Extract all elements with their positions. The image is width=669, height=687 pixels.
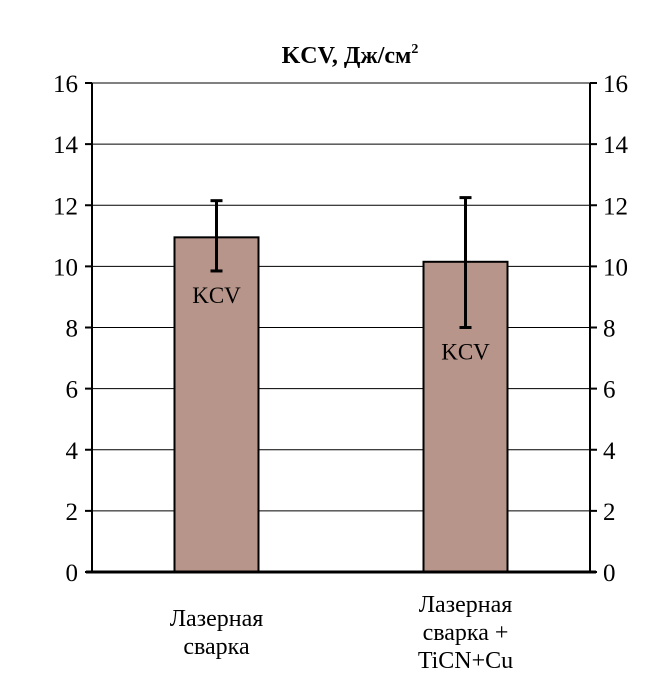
y-axis-tick-labels-right: 0 2 4 6 8 10 12 14 16 <box>603 71 629 587</box>
error-bars <box>210 196 472 329</box>
y-tick-label-left: 8 <box>66 316 79 343</box>
y-tick-label-right: 14 <box>603 132 629 159</box>
y-tick-label-right: 6 <box>603 377 616 404</box>
y-tick-label-left: 2 <box>66 499 79 526</box>
y-tick-label-right: 16 <box>603 71 628 98</box>
y-tick-label-right: 0 <box>603 560 616 587</box>
category-label: Лазерная сварка <box>170 606 264 660</box>
y-tick-label-left: 14 <box>53 132 79 159</box>
y-tick-label-right: 2 <box>603 499 616 526</box>
y-tick-label-left: 4 <box>66 438 79 465</box>
data-labels: KCV KCV <box>192 283 490 365</box>
error-bar <box>210 199 223 273</box>
y-axis-tick-labels-left: 0 2 4 6 8 10 12 14 16 <box>53 71 79 587</box>
error-bar <box>459 196 472 329</box>
y-tick-label-left: 10 <box>53 254 78 281</box>
y-tick-label-left: 0 <box>66 560 79 587</box>
bar <box>173 236 260 573</box>
y-tick-label-left: 6 <box>66 377 79 404</box>
y-tick-label-right: 4 <box>603 438 616 465</box>
chart-title: KCV, Дж/см2 <box>282 42 419 69</box>
axes <box>85 82 597 574</box>
category-label: Лазерная сварка + TiCN+Cu <box>418 592 513 674</box>
y-tick-label-left: 12 <box>53 193 78 220</box>
y-tick-label-right: 12 <box>603 193 628 220</box>
y-tick-label-right: 8 <box>603 316 616 343</box>
data-label: KCV <box>441 340 490 365</box>
data-label: KCV <box>192 283 241 308</box>
gridlines <box>92 82 590 512</box>
y-tick-label-left: 16 <box>53 71 78 98</box>
category-labels: Лазерная сварка Лазерная сварка + TiCN+Cu <box>170 592 513 674</box>
y-tick-label-right: 10 <box>603 254 628 281</box>
